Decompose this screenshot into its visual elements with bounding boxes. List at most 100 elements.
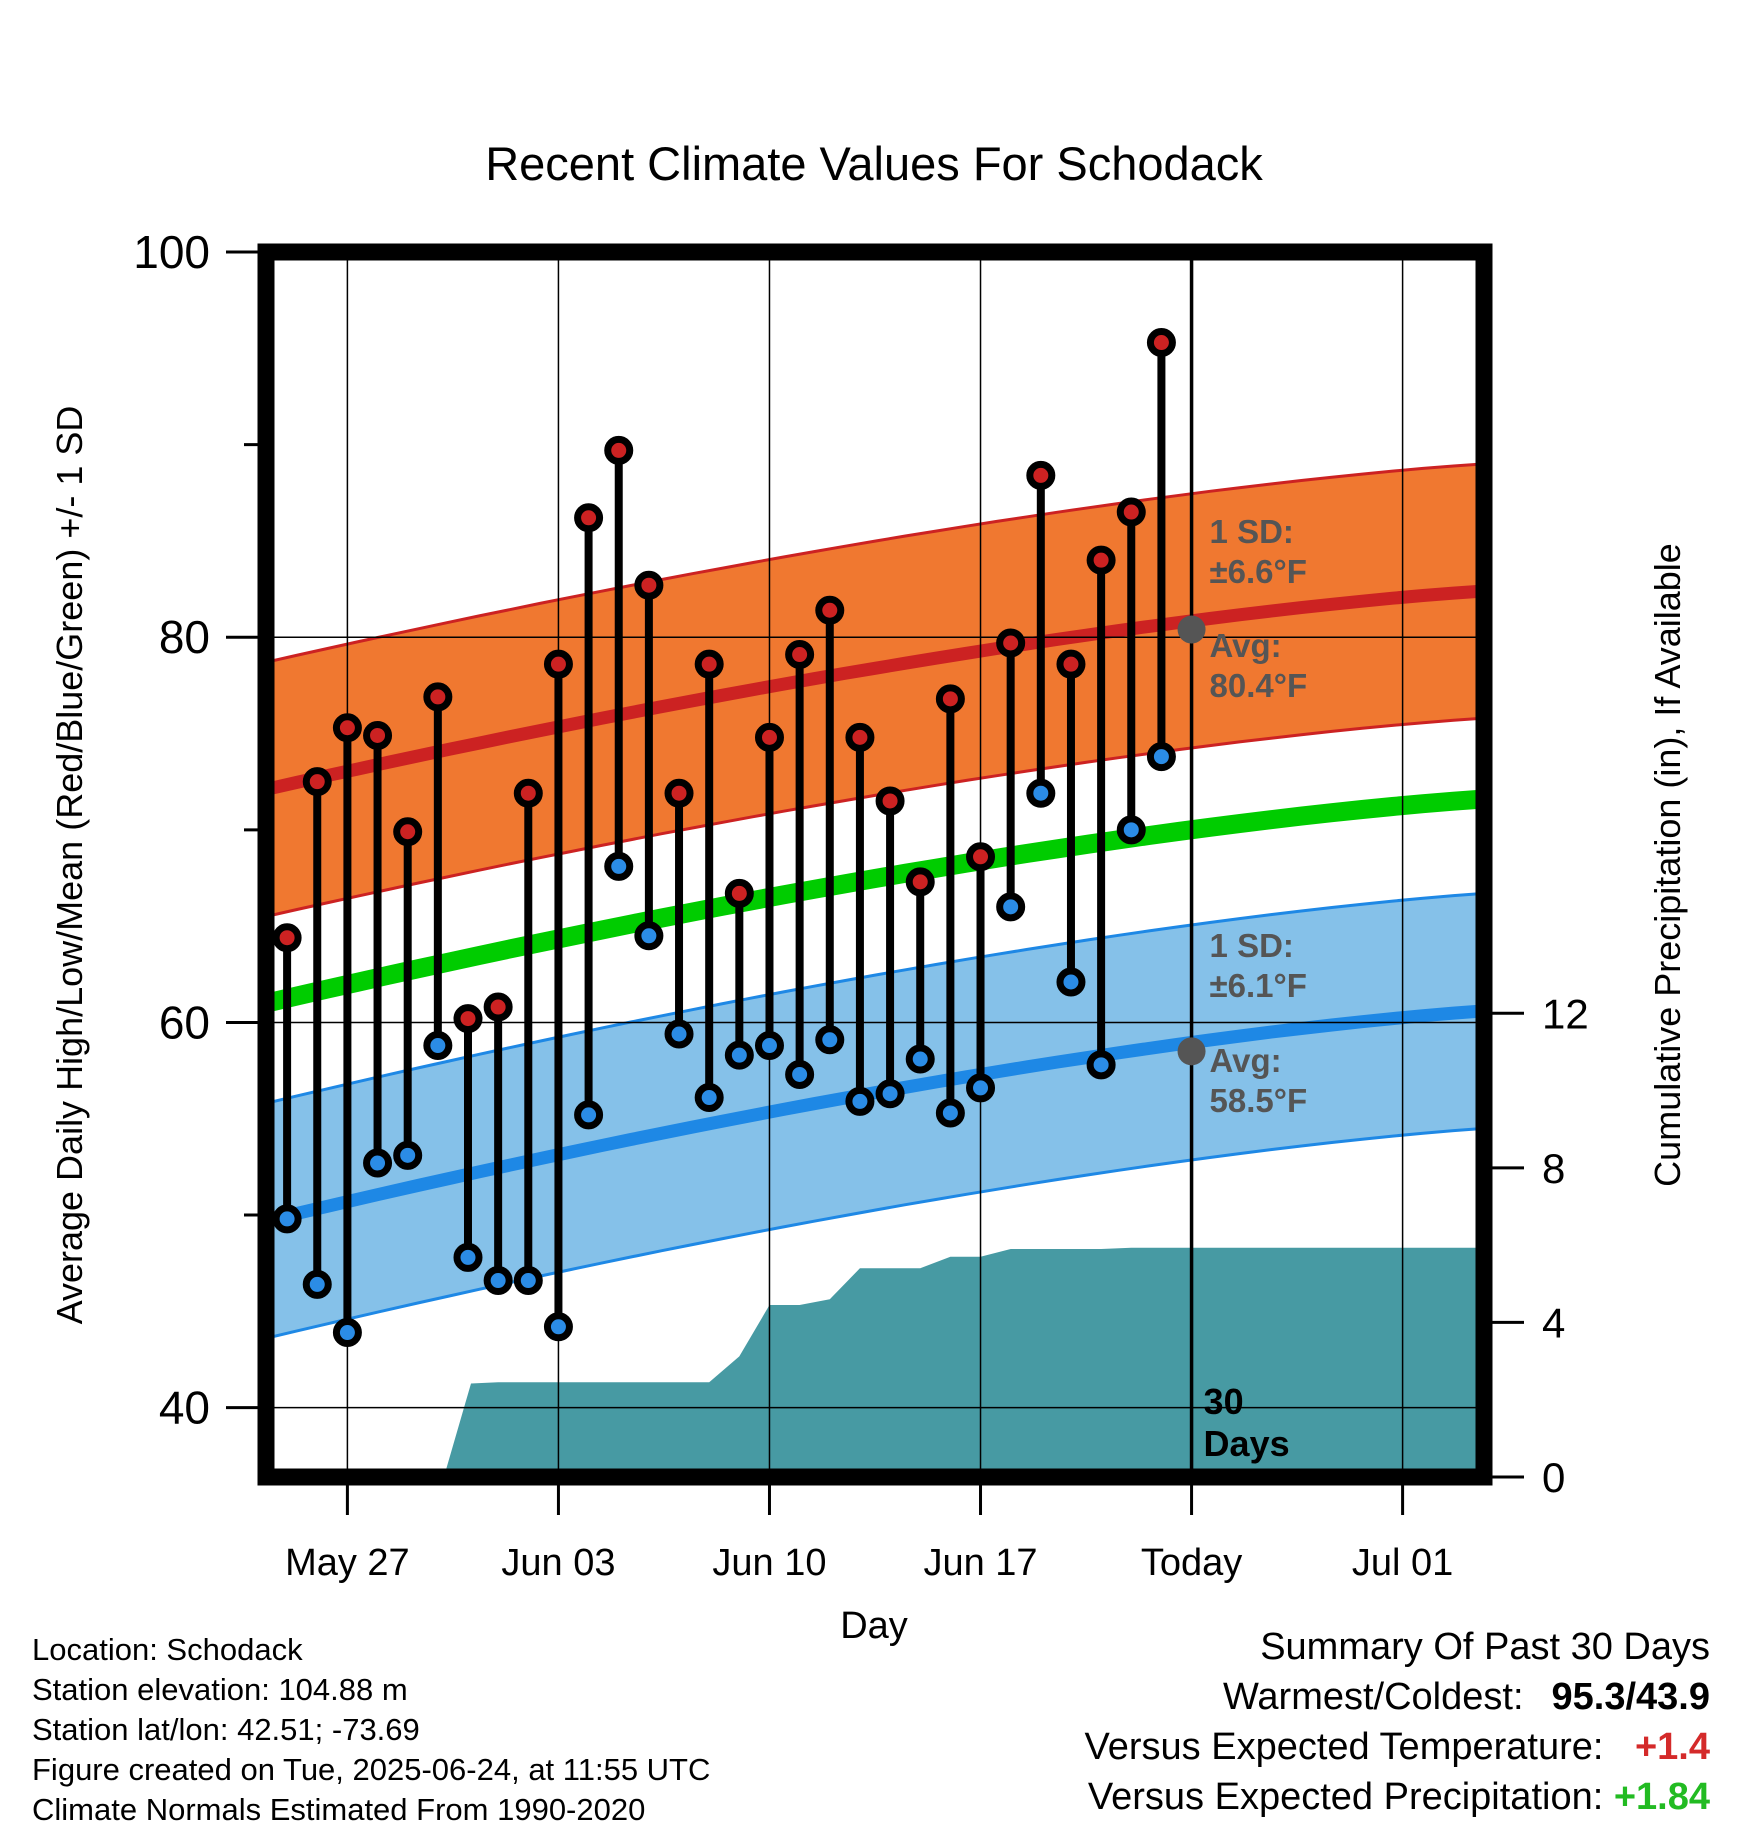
high-point — [543, 649, 573, 679]
temp-value: +1.4 — [1634, 1726, 1710, 1768]
x-tick-label: Today — [1141, 1542, 1242, 1584]
y2-tick-label: 4 — [1542, 1299, 1565, 1346]
high-point — [815, 595, 845, 625]
y2-tick-label: 12 — [1542, 990, 1589, 1037]
high-point — [363, 720, 393, 750]
low-point — [423, 1031, 453, 1061]
high-point — [785, 640, 815, 670]
temp-row: Versus Expected Temperature: +1.4 — [1085, 1722, 1710, 1772]
x-tick-label: May 27 — [285, 1542, 410, 1584]
elevation-text: Station elevation: 104.88 m — [32, 1672, 408, 1707]
high-point — [1056, 649, 1086, 679]
location-text: Location: Schodack — [32, 1632, 303, 1667]
x-tick-label: Jul 01 — [1352, 1542, 1453, 1584]
high-point — [694, 649, 724, 679]
low-point — [1146, 742, 1176, 772]
x-tick-label: Jun 10 — [712, 1542, 826, 1584]
today-days-label: Days — [1204, 1423, 1290, 1464]
y-tick-label: 40 — [159, 1382, 210, 1434]
latlon-text: Station lat/lon: 42.51; -73.69 — [32, 1712, 420, 1747]
high-point — [453, 1004, 483, 1034]
low-avg-label: Avg: — [1210, 1042, 1282, 1079]
low-point — [1086, 1050, 1116, 1080]
plot-frame — [257, 243, 1493, 1486]
summary-panel: Summary Of Past 30 Days Warmest/Coldest:… — [1085, 1622, 1710, 1822]
plot-area — [266, 252, 1484, 1477]
y2-axis-label: Cumulative Precipitation (in), If Availa… — [1647, 543, 1688, 1187]
high-point — [754, 722, 784, 752]
low-point — [483, 1266, 513, 1296]
high-point — [664, 778, 694, 808]
created-text: Figure created on Tue, 2025-06-24, at 11… — [32, 1752, 711, 1787]
low-point — [453, 1242, 483, 1272]
precip-area — [443, 1247, 1484, 1477]
low-sd-band — [266, 893, 1484, 1339]
high-sd-label: 1 SD: — [1210, 513, 1294, 550]
high-point — [513, 778, 543, 808]
low-point — [996, 892, 1026, 922]
low-sd-value: ±6.1°F — [1210, 967, 1307, 1004]
high-point — [604, 435, 634, 465]
high-point — [996, 628, 1026, 658]
y-tick-label: 80 — [159, 611, 210, 663]
low-point — [935, 1098, 965, 1128]
low-avg-value: 58.5°F — [1210, 1082, 1308, 1119]
chart-title: Recent Climate Values For Schodack — [485, 137, 1263, 190]
low-point — [845, 1086, 875, 1116]
low-point — [574, 1100, 604, 1130]
low-point — [905, 1044, 935, 1074]
y-tick-label: 60 — [159, 996, 210, 1048]
low-point — [1116, 815, 1146, 845]
x-tick-label: Jun 17 — [923, 1542, 1037, 1584]
low-point — [966, 1073, 996, 1103]
low-point — [513, 1266, 543, 1296]
high-point — [423, 682, 453, 712]
normal-mean-line — [266, 789, 1484, 1013]
high-point — [875, 786, 905, 816]
low-point — [363, 1148, 393, 1178]
low-sd-label: 1 SD: — [1210, 927, 1294, 964]
low-point — [634, 921, 664, 951]
high-point — [483, 992, 513, 1022]
low-point — [393, 1140, 423, 1170]
high-point — [724, 878, 754, 908]
high-point — [332, 713, 362, 743]
today-days-label: 30 — [1204, 1381, 1244, 1422]
low-point — [272, 1204, 302, 1234]
normals-text: Climate Normals Estimated From 1990-2020 — [32, 1792, 646, 1827]
low-point — [875, 1079, 905, 1109]
warm-cold-row: Warmest/Coldest: 95.3/43.9 — [1085, 1672, 1710, 1722]
low-point — [664, 1019, 694, 1049]
station-info: Location: Schodack Station elevation: 10… — [32, 1630, 710, 1830]
low-sd-lower-edge — [266, 1126, 1484, 1340]
y-axis-label: Average Daily High/Low/Mean (Red/Blue/Gr… — [49, 406, 90, 1325]
normal-high-line — [266, 584, 1484, 796]
temp-label: Versus Expected Temperature: — [1084, 1726, 1604, 1768]
y-tick-label: 100 — [133, 226, 210, 278]
low-point — [543, 1312, 573, 1342]
high-point — [966, 842, 996, 872]
high-point — [302, 767, 332, 797]
high-point — [905, 867, 935, 897]
low-point — [754, 1031, 784, 1061]
high-point — [935, 684, 965, 714]
high-avg-marker — [1177, 615, 1206, 644]
high-point — [272, 923, 302, 953]
high-point — [634, 570, 664, 600]
high-point — [1086, 545, 1116, 575]
low-point — [604, 851, 634, 881]
high-sd-upper-edge — [266, 462, 1484, 664]
high-point — [845, 722, 875, 752]
high-point — [1146, 328, 1176, 358]
precip-label: Versus Expected Precipitation: — [1087, 1776, 1604, 1818]
high-point — [1116, 497, 1146, 527]
low-point — [724, 1040, 754, 1070]
low-point — [302, 1269, 332, 1299]
warm-cold-value: 95.3/43.9 — [1551, 1676, 1710, 1718]
low-point — [1026, 778, 1056, 808]
low-avg-marker — [1177, 1037, 1206, 1066]
summary-title: Summary Of Past 30 Days — [1260, 1626, 1710, 1668]
warm-cold-label: Warmest/Coldest: — [1222, 1676, 1524, 1718]
high-sd-lower-edge — [266, 716, 1484, 918]
